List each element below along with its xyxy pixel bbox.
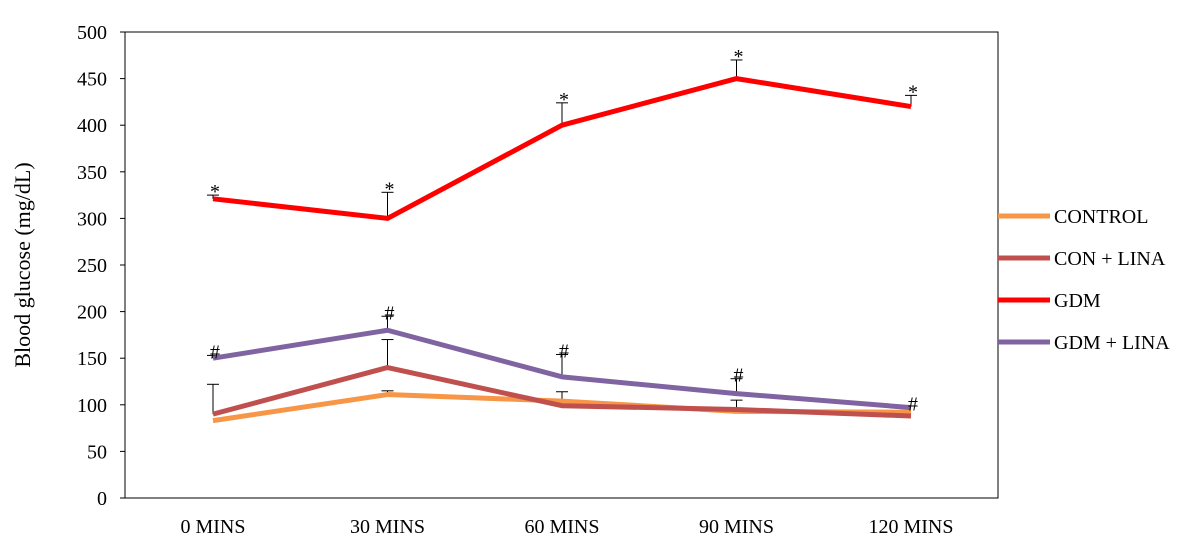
significance-marker: # xyxy=(734,365,744,387)
legend-label: GDM + LINA xyxy=(1054,332,1170,354)
significance-marker: * xyxy=(210,181,220,203)
y-axis-title: Blood glucose (mg/dL) xyxy=(10,162,35,367)
significance-marker: # xyxy=(559,340,569,362)
significance-marker: * xyxy=(559,89,569,111)
series-line-gdm-lina xyxy=(212,327,912,411)
y-tick-label: 300 xyxy=(77,208,107,230)
x-tick-label: 90 MINS xyxy=(699,516,774,538)
significance-marker: * xyxy=(734,46,744,68)
x-tick-label: 60 MINS xyxy=(524,516,599,538)
y-tick-label: 200 xyxy=(77,302,107,324)
y-tick-label: 350 xyxy=(77,162,107,184)
x-tick-label: 0 MINS xyxy=(180,516,245,538)
y-tick-label: 100 xyxy=(77,395,107,417)
significance-marker: * xyxy=(908,81,918,103)
y-tick-label: 0 xyxy=(97,488,107,510)
significance-marker: # xyxy=(908,394,918,416)
legend-label: CONTROL xyxy=(1054,206,1148,228)
significance-marker: # xyxy=(385,302,395,324)
significance-marker: * xyxy=(385,178,395,200)
y-tick-label: 150 xyxy=(77,348,107,370)
significance-marker: # xyxy=(210,341,220,363)
x-tick-label: 120 MINS xyxy=(868,516,953,538)
x-tick-label: 30 MINS xyxy=(350,516,425,538)
legend-label: GDM xyxy=(1054,290,1101,312)
legend-label: CON + LINA xyxy=(1054,248,1166,270)
y-tick-label: 400 xyxy=(77,115,107,137)
y-tick-label: 50 xyxy=(87,441,107,463)
y-tick-label: 250 xyxy=(77,255,107,277)
y-tick-label: 450 xyxy=(77,69,107,91)
series-line-gdm xyxy=(212,76,912,221)
series-line-con-lina xyxy=(212,365,912,419)
y-tick-label: 500 xyxy=(77,22,107,44)
